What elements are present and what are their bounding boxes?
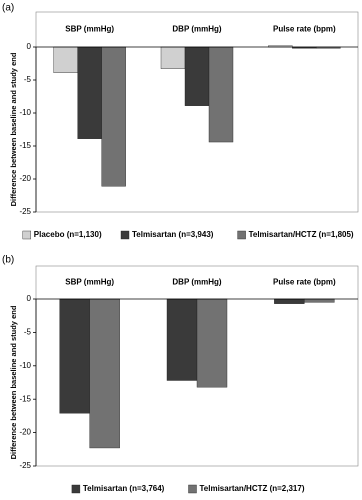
bar xyxy=(274,298,305,304)
y-tick-label: -15 xyxy=(19,141,31,150)
y-tick-label: -15 xyxy=(19,394,31,403)
legend-swatch xyxy=(188,484,197,494)
y-tick-label: -10 xyxy=(19,108,31,117)
legend-label: Telmisartan (n=3,943) xyxy=(132,230,214,239)
y-tick-label: -10 xyxy=(19,361,31,370)
bar xyxy=(160,46,186,69)
category-header: Pulse rate (bpm) xyxy=(273,278,336,287)
category-header: DBP (mmHg) xyxy=(172,25,222,34)
bar xyxy=(53,46,78,73)
category-header: Pulse rate (bpm) xyxy=(273,25,336,34)
legend-label: Placebo (n=1,130) xyxy=(34,230,102,239)
legend-label: Telmisartan/HCTZ (n=2,317) xyxy=(200,484,305,493)
y-tick-label: 0 xyxy=(27,42,32,51)
y-tick-label: -25 xyxy=(19,207,31,216)
bar xyxy=(196,298,228,388)
y-tick-label: -5 xyxy=(24,75,32,84)
y-tick-label: 0 xyxy=(27,294,32,303)
legend-label: Telmisartan (n=3,764) xyxy=(83,484,165,493)
bar xyxy=(89,298,120,449)
legend-swatch xyxy=(120,230,130,240)
bar xyxy=(304,298,335,303)
bar xyxy=(77,46,102,139)
panel-label: (a) xyxy=(2,3,14,14)
legend-swatch xyxy=(237,230,246,240)
panel-label: (b) xyxy=(2,255,14,266)
bar xyxy=(184,46,210,106)
y-tick-label: -25 xyxy=(19,461,31,470)
bar xyxy=(101,46,126,187)
bar xyxy=(208,46,234,143)
legend-swatch xyxy=(71,484,81,494)
y-tick-label: -20 xyxy=(19,174,31,183)
category-header: DBP (mmHg) xyxy=(172,278,222,287)
y-axis-title: Difference between baseline and study en… xyxy=(9,52,18,206)
bar xyxy=(166,298,198,381)
y-axis-title: Difference between baseline and study en… xyxy=(9,305,18,459)
legend-label: Telmisartan/HCTZ (n=1,805) xyxy=(249,230,354,239)
category-header: SBP (mmHg) xyxy=(65,25,114,34)
y-tick-label: -5 xyxy=(24,328,32,337)
bar xyxy=(59,298,90,414)
y-tick-label: -20 xyxy=(19,428,31,437)
legend-swatch xyxy=(22,230,31,240)
category-header: SBP (mmHg) xyxy=(65,278,114,287)
